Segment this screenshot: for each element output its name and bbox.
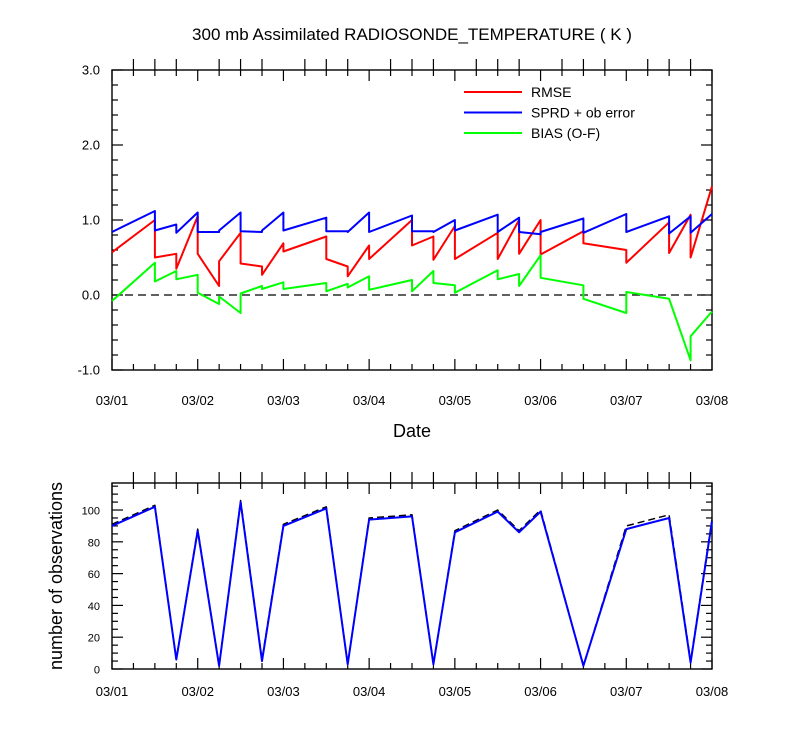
bottom-plot-frame [111,482,713,670]
legend-entry: BIAS (O-F) [531,125,600,141]
bottom-y-tick-label: 80 [88,537,100,549]
bottom-y-tick-label: 40 [88,601,100,613]
bottom-x-tick-label: 03/07 [610,684,643,699]
top-x-tick-label: 03/06 [524,393,557,408]
chart-title: 300 mb Assimilated RADIOSONDE_TEMPERATUR… [192,25,632,44]
bottom-x-tick-label: 03/01 [96,684,129,699]
top-y-tick-label: 0.0 [82,288,100,303]
series-line-possible-observations [111,499,713,667]
series-line-assimilated-observations [111,501,713,667]
x-axis-label: Date [393,421,431,441]
bottom-x-tick-label: 03/08 [696,684,729,699]
top-x-tick-label: 03/08 [696,393,729,408]
bottom-y-tick-label: 0 [94,665,100,677]
top-y-tick-label: 2.0 [82,138,100,153]
top-y-tick-label: 1.0 [82,213,100,228]
series-line-rmse [111,186,713,287]
top-x-tick-label: 03/02 [181,393,214,408]
bottom-y-tick-label: 60 [88,569,100,581]
top-x-tick-label: 03/03 [267,393,300,408]
bottom-y-tick-label: 100 [82,506,100,518]
top-y-tick-label: -1.0 [78,363,100,378]
legend-entry: SPRD + ob error [531,105,635,121]
top-y-tick-label: 3.0 [82,63,100,78]
top-x-tick-label: 03/07 [610,393,643,408]
top-x-tick-label: 03/04 [353,393,386,408]
bottom-x-tick-label: 03/04 [353,684,386,699]
bottom-x-tick-label: 03/05 [439,684,472,699]
series-line-bias-o-f [111,254,713,362]
bottom-x-tick-label: 03/03 [267,684,300,699]
top-x-tick-label: 03/01 [96,393,129,408]
top-chart: 300 mb Assimilated RADIOSONDE_TEMPERATUR… [78,25,729,441]
series-line-sprd-ob-error [111,210,713,236]
bottom-x-tick-label: 03/06 [524,684,557,699]
legend: RMSE SPRD + ob error BIAS (O-F) [464,84,635,141]
top-plot-area: 03/01 03/02 03/03 03/04 03/05 03/06 03/07 03/08… [78,59,729,408]
bottom-x-tick-label: 03/02 [181,684,214,699]
top-x-tick-label: 03/05 [439,393,472,408]
bottom-plot-area: 03/01 03/02 03/03 03/04 03/05 03/06 03/07 03/08… [82,472,729,699]
y-axis-label: number of observations [46,482,66,670]
bottom-chart: 03/01 03/02 03/03 03/04 03/05 03/06 03/07 03/08… [46,472,728,699]
bottom-y-tick-label: 20 [88,633,100,645]
legend-entry: RMSE [531,84,571,100]
